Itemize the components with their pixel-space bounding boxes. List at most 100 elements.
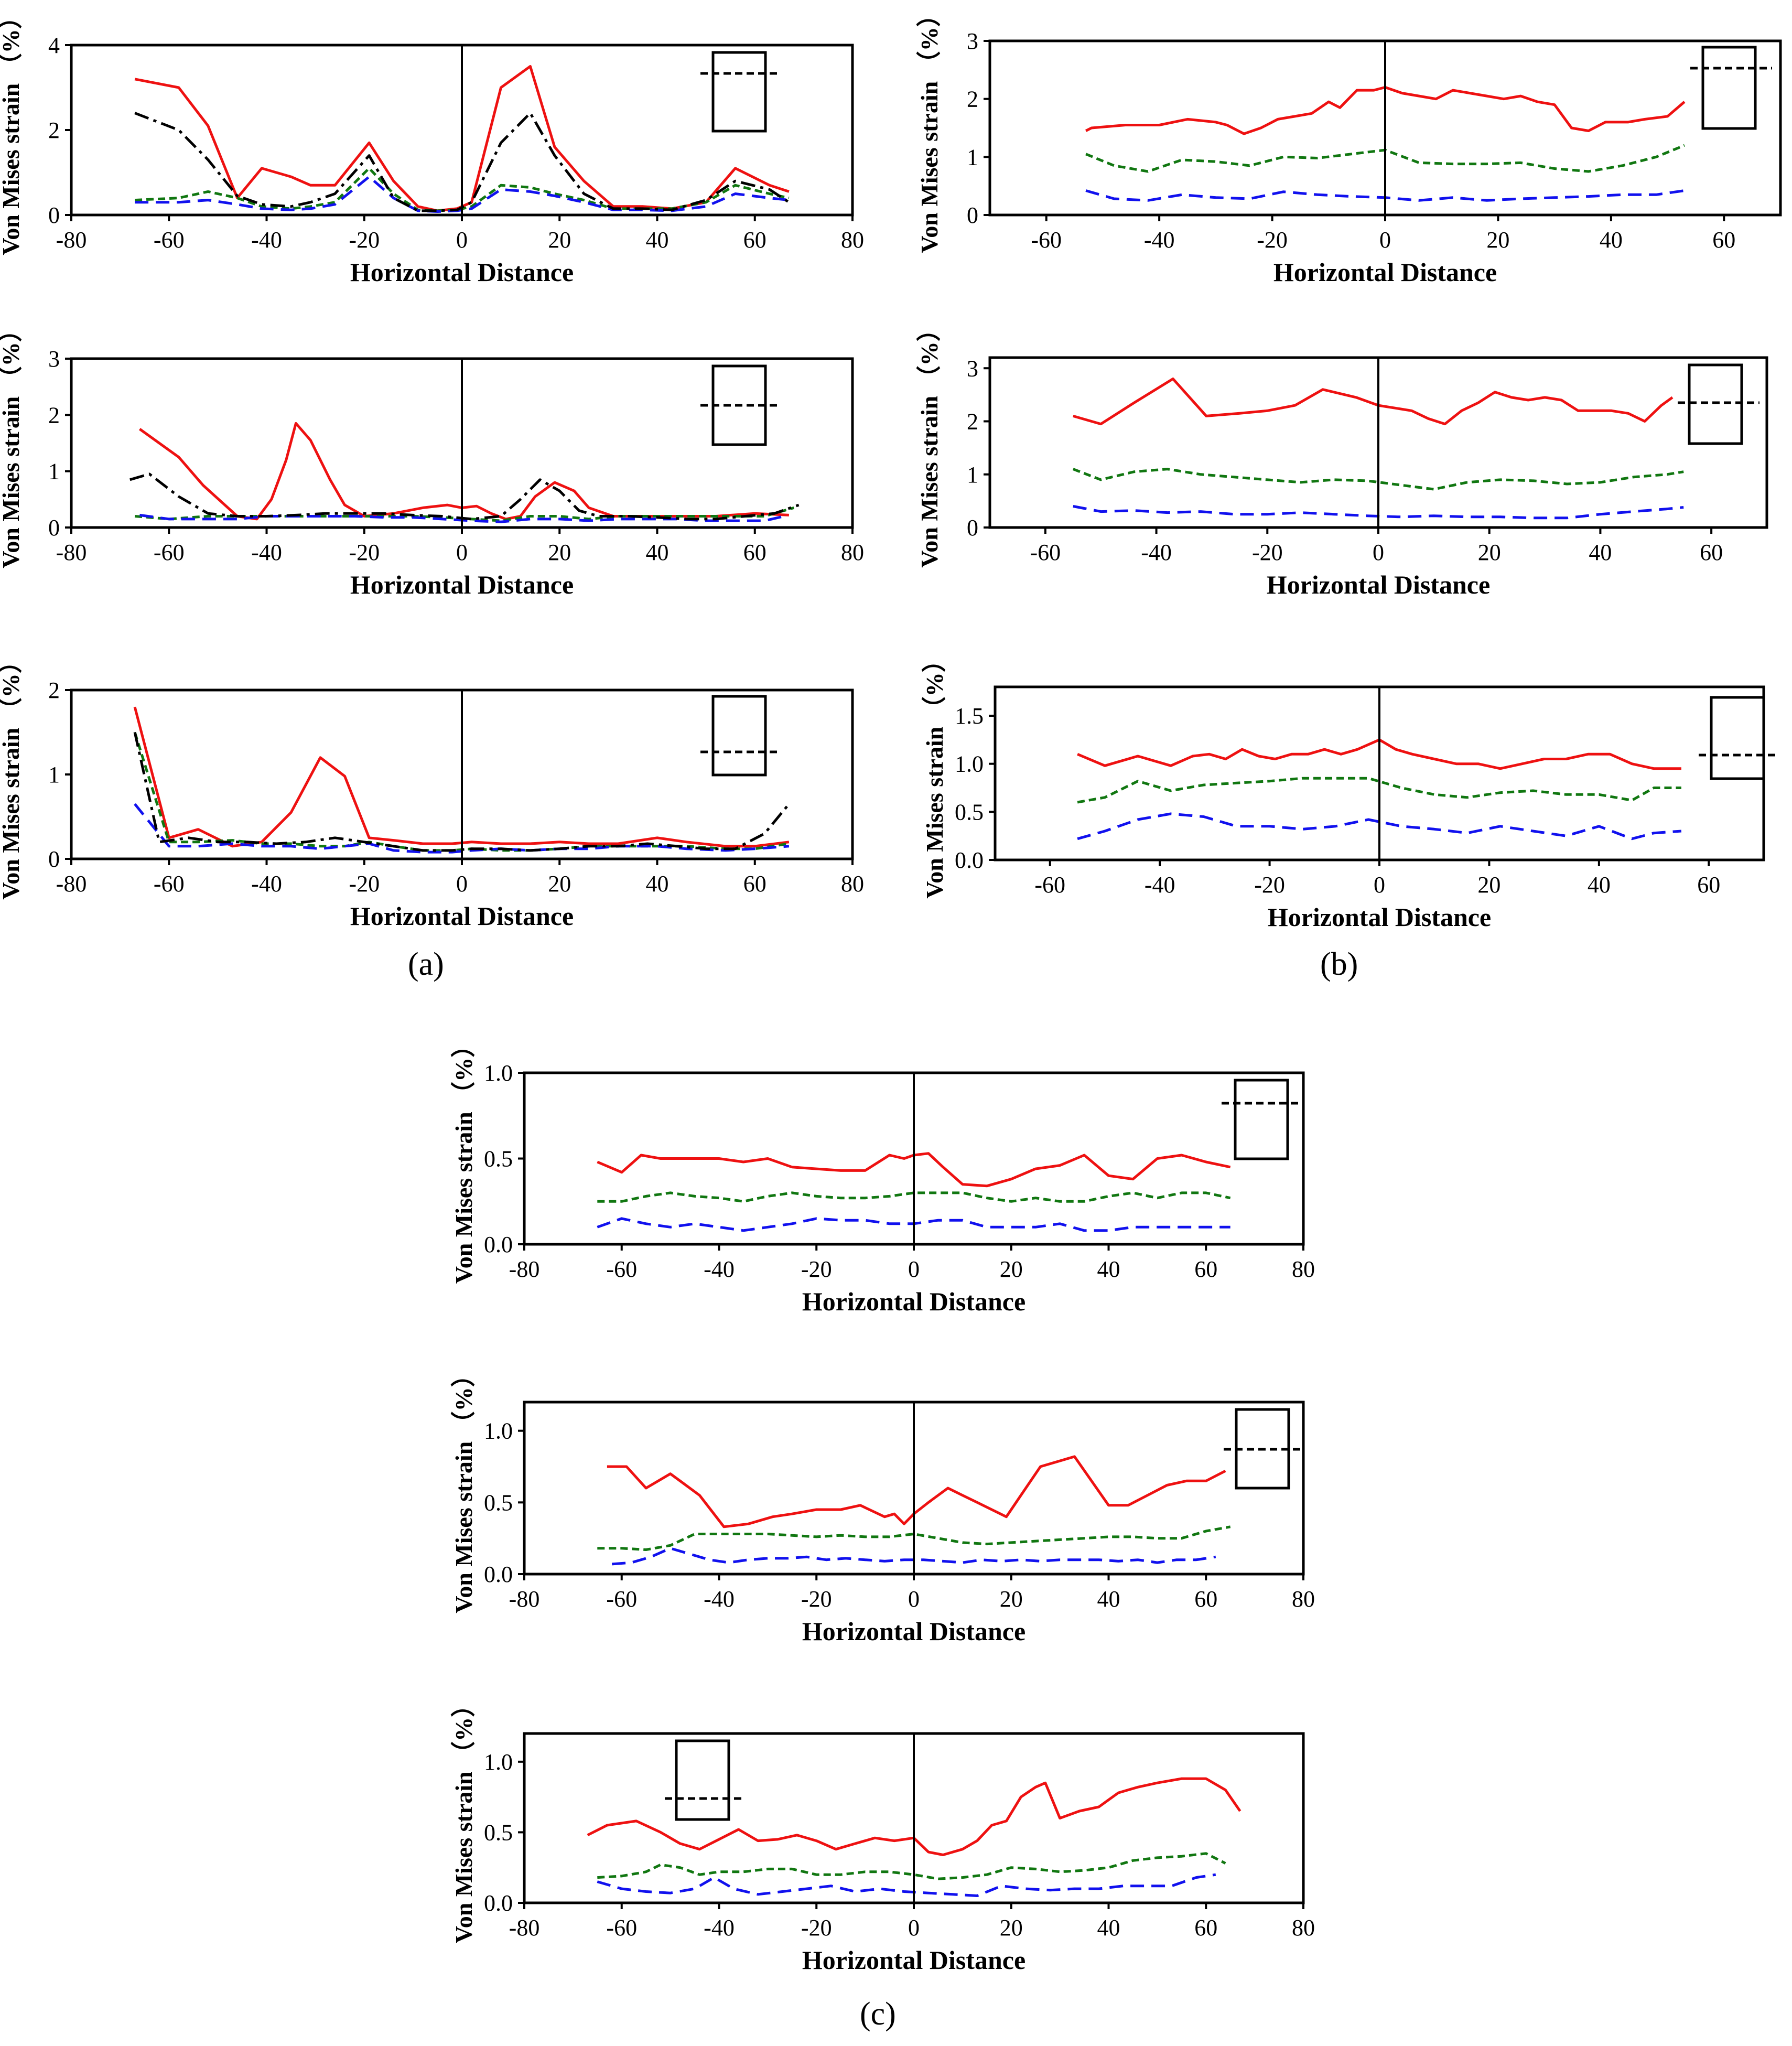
x-axis-label: Horizontal Distance — [802, 1945, 1025, 1975]
panel-label-c: (c) — [860, 1996, 896, 2032]
y-axis-label: Von Mises strain （%） — [450, 1693, 477, 1944]
x-tick-label: 20 — [1486, 227, 1509, 253]
inset-box — [1701, 46, 1757, 130]
y-tick-label: 2 — [48, 117, 60, 143]
x-tick-label: -60 — [606, 1256, 637, 1282]
y-tick-label: 1.0 — [484, 1060, 513, 1086]
y-tick-label: 2 — [967, 409, 978, 435]
x-tick-label: 20 — [548, 871, 571, 897]
y-axis-label: Von Mises strain （%） — [0, 5, 24, 255]
x-tick-label: -80 — [56, 871, 87, 897]
series-blue-line — [597, 1873, 1216, 1897]
x-tick-label: 20 — [1000, 1586, 1023, 1612]
x-tick-label: -40 — [1145, 872, 1175, 898]
x-tick-label: -60 — [154, 227, 185, 253]
y-axis-label: Von Mises strain （%） — [450, 1033, 477, 1284]
x-tick-label: 20 — [548, 540, 571, 565]
x-axis-label: Horizontal Distance — [350, 901, 574, 931]
series-red-line — [1085, 86, 1686, 135]
x-tick-label: -60 — [1034, 872, 1065, 898]
x-tick-label: 0 — [908, 1256, 920, 1282]
y-tick-label: 1 — [967, 462, 978, 488]
x-tick-label: 40 — [1097, 1915, 1120, 1941]
y-tick-label: 1 — [967, 144, 978, 170]
chart-c1: -80 -60 -40 -20 0 20 40 60 80 0.0 0.5 1.0 Horizontal… — [450, 1033, 1315, 1316]
x-tick-label: 0 — [1374, 872, 1385, 898]
x-axis-label: Horizontal Distance — [802, 1617, 1025, 1646]
y-tick-label: 1.5 — [955, 703, 984, 729]
x-tick-label: 20 — [548, 227, 571, 253]
y-tick-label: 3 — [967, 28, 978, 54]
chart-a3: -80 -60 -40 -20 0 20 40 60 80 0 1 2 Horizontal Dista… — [0, 649, 864, 931]
y-tick-label: 0.0 — [484, 1890, 513, 1916]
chart-a2: -80 -60 -40 -20 0 20 40 60 80 0 1 2 3 Horizontal Dist… — [0, 318, 864, 599]
x-tick-label: -60 — [606, 1586, 637, 1612]
series-green-line — [597, 1525, 1231, 1551]
y-axis-label: Von Mises strain （%） — [921, 648, 948, 899]
chart-c3: -80 -60 -40 -20 0 20 40 60 80 0.0 0.5 1.0 Horizontal… — [450, 1693, 1315, 1975]
chart-b1: -60 -40 -20 0 20 40 60 0 1 2 3 Horizontal Distance V… — [916, 3, 1782, 287]
x-tick-label: 0 — [1373, 540, 1384, 565]
series-green-line — [1072, 468, 1684, 491]
x-tick-label: -80 — [509, 1915, 540, 1941]
x-tick-label: -60 — [154, 871, 185, 897]
x-tick-label: -20 — [349, 871, 380, 897]
x-tick-label: -40 — [704, 1256, 735, 1282]
x-tick-label: 40 — [646, 227, 669, 253]
y-tick-label: 0.5 — [484, 1146, 513, 1172]
x-tick-label: -40 — [1144, 227, 1175, 253]
x-tick-label: -20 — [1257, 227, 1288, 253]
x-tick-label: 80 — [841, 540, 864, 565]
y-tick-label: 0.5 — [955, 799, 984, 825]
x-tick-label: 40 — [1097, 1586, 1120, 1612]
x-axis-label: Horizontal Distance — [350, 257, 574, 287]
x-tick-label: -20 — [801, 1586, 832, 1612]
x-tick-label: 60 — [743, 540, 767, 565]
x-tick-label: 60 — [743, 871, 767, 897]
x-tick-label: 60 — [1194, 1256, 1217, 1282]
y-tick-label: 1.0 — [955, 751, 984, 777]
y-axis-label: Von Mises strain （%） — [450, 1363, 477, 1613]
series-green-line — [597, 1852, 1226, 1880]
y-tick-label: 3 — [48, 346, 60, 372]
x-tick-label: -80 — [56, 227, 87, 253]
y-tick-label: 2 — [48, 402, 60, 428]
x-tick-label: 80 — [1292, 1915, 1315, 1941]
x-tick-label: -60 — [154, 540, 185, 565]
y-tick-label: 0 — [48, 846, 60, 872]
x-tick-label: -80 — [509, 1586, 540, 1612]
x-axis-label: Horizontal Distance — [802, 1287, 1025, 1316]
x-tick-label: 60 — [1712, 227, 1735, 253]
y-tick-label: 0 — [48, 202, 60, 228]
y-tick-label: 2 — [967, 87, 978, 112]
x-tick-label: -40 — [704, 1586, 735, 1612]
panel-label-a: (a) — [408, 946, 444, 982]
y-tick-label: 1.0 — [484, 1418, 513, 1444]
chart-a1: -80 -60 -40 -20 0 20 40 60 80 0 2 4 Horizontal Dista… — [0, 5, 864, 287]
y-axis-label: Von Mises strain （%） — [0, 318, 24, 568]
x-tick-label: -20 — [349, 540, 380, 565]
y-tick-label: 1 — [48, 762, 60, 788]
chart-c2: -80 -60 -40 -20 0 20 40 60 80 0.0 0.5 1.0 Horizontal… — [450, 1363, 1315, 1646]
x-tick-label: -20 — [801, 1915, 832, 1941]
y-tick-label: 0.5 — [484, 1490, 513, 1515]
series-black-line — [134, 112, 790, 212]
x-tick-label: -60 — [1030, 540, 1061, 565]
x-tick-label: 60 — [1700, 540, 1723, 565]
chart-b2: -60 -40 -20 0 20 40 60 0 1 2 3 Horizontal Distance V… — [916, 317, 1768, 599]
y-axis-label: Von Mises strain （%） — [916, 3, 943, 253]
y-tick-label: 4 — [48, 33, 60, 58]
x-tick-label: -20 — [1254, 872, 1285, 898]
y-tick-label: 1 — [48, 459, 60, 484]
x-axis-label: Horizontal Distance — [1268, 902, 1491, 932]
x-tick-label: 40 — [1589, 540, 1612, 565]
x-tick-label: 80 — [1292, 1586, 1315, 1612]
series-green-line — [1077, 777, 1681, 804]
x-tick-label: -20 — [349, 227, 380, 253]
x-tick-label: 40 — [1600, 227, 1623, 253]
y-tick-label: 0.0 — [955, 847, 984, 873]
inset-box — [1234, 1079, 1289, 1160]
series-green-line — [597, 1191, 1231, 1203]
